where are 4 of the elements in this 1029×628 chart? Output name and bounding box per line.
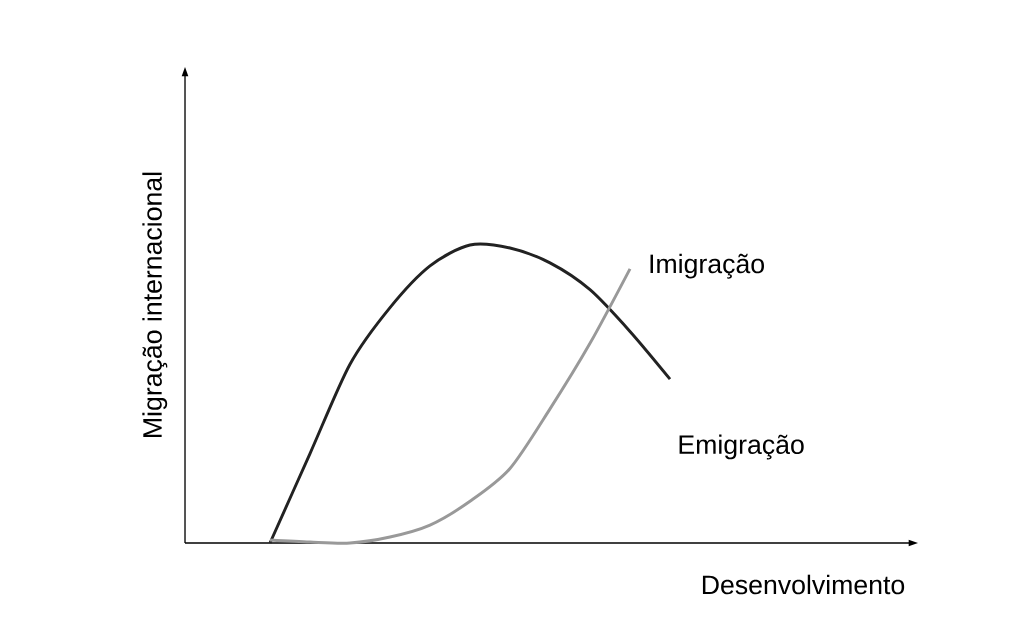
- series-label: Imigração: [650, 253, 764, 279]
- x-axis-title: Desenvolvimento: [702, 574, 905, 595]
- y-axis-title: Migração internacional: [142, 172, 168, 437]
- text: Emigração: [679, 434, 804, 460]
